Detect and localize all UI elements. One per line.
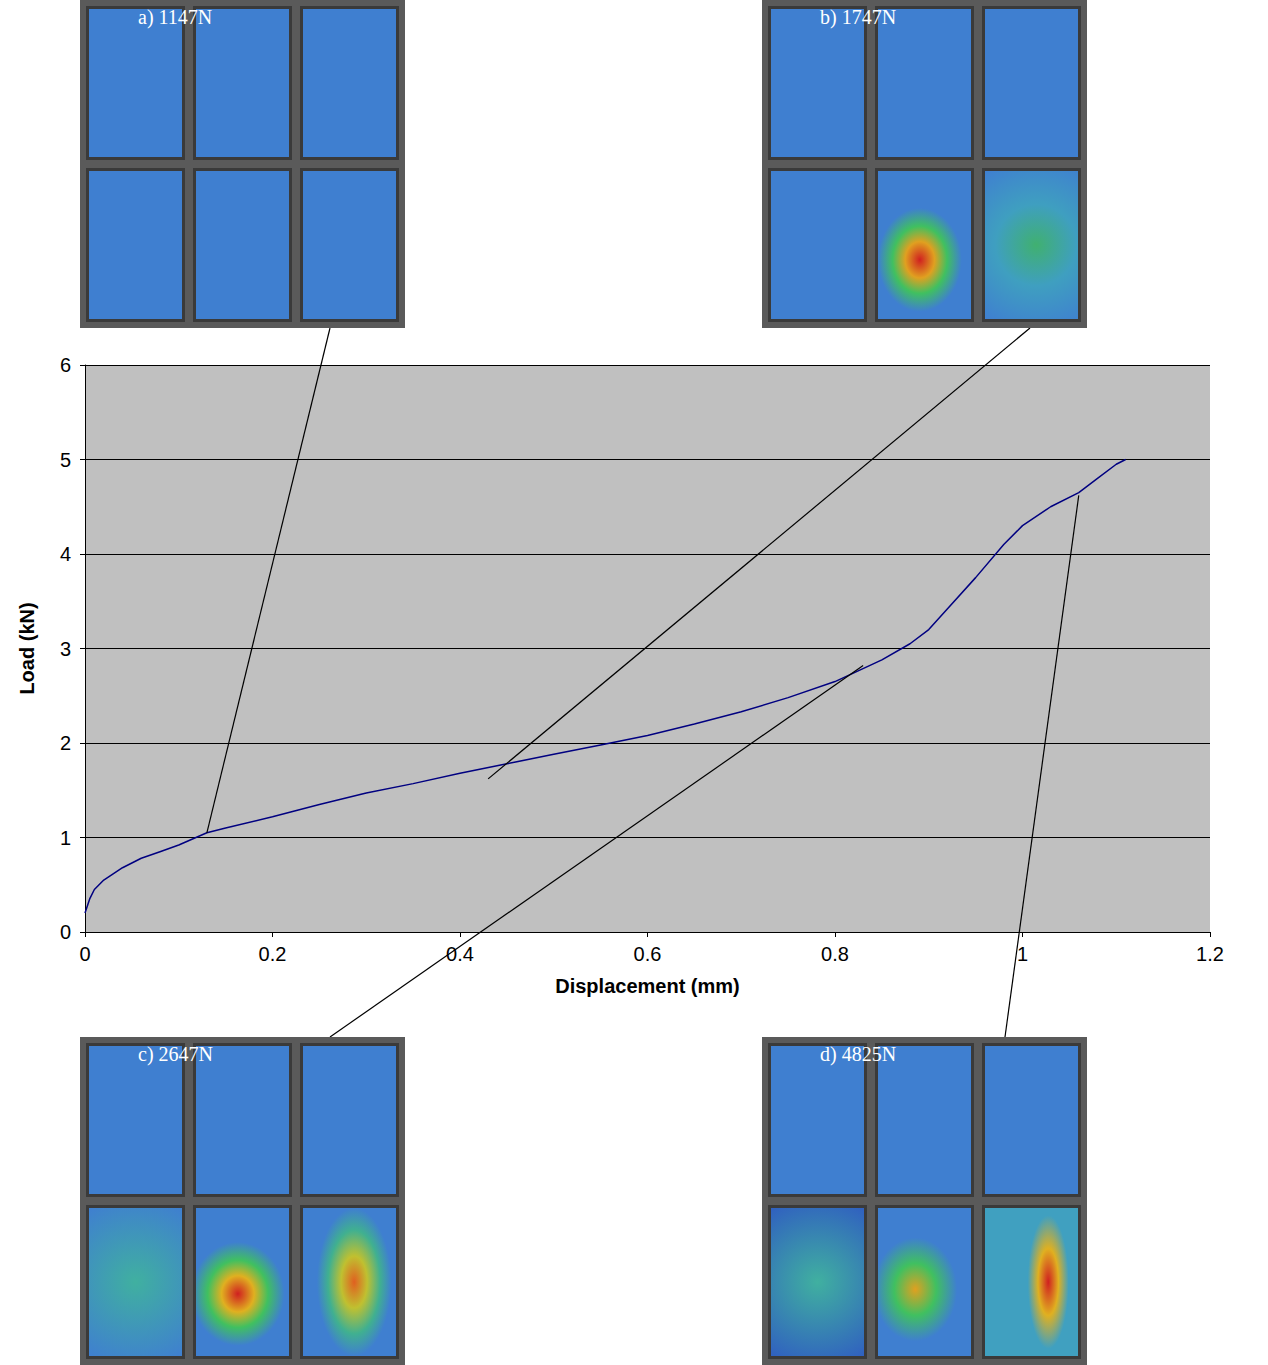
svg-text:2: 2 xyxy=(60,732,71,754)
svg-text:0: 0 xyxy=(60,921,71,943)
svg-text:0: 0 xyxy=(79,943,90,965)
html-text:b) 1747N: b) 1747N xyxy=(820,6,897,28)
svg-text:1: 1 xyxy=(1017,943,1028,965)
svg-text:0.6: 0.6 xyxy=(634,943,662,965)
svg-text:3: 3 xyxy=(60,638,71,660)
html-text:c) 2647N: c) 2647N xyxy=(138,1043,213,1065)
html-text:d) 4825N: d) 4825N xyxy=(820,1043,897,1065)
html-text:a) 1147N: a) 1147N xyxy=(138,6,213,28)
svg-text:1: 1 xyxy=(60,827,71,849)
svg-text:0.2: 0.2 xyxy=(259,943,287,965)
svg-text:6: 6 xyxy=(60,354,71,376)
svg-text:0.4: 0.4 xyxy=(446,943,474,965)
svg-text:Load (kN): Load (kN) xyxy=(16,602,38,694)
svg-text:0.8: 0.8 xyxy=(821,943,849,965)
svg-text:5: 5 xyxy=(60,449,71,471)
svg-text:Displacement (mm): Displacement (mm) xyxy=(555,975,740,997)
svg-text:1.2: 1.2 xyxy=(1196,943,1224,965)
svg-text:4: 4 xyxy=(60,543,71,565)
